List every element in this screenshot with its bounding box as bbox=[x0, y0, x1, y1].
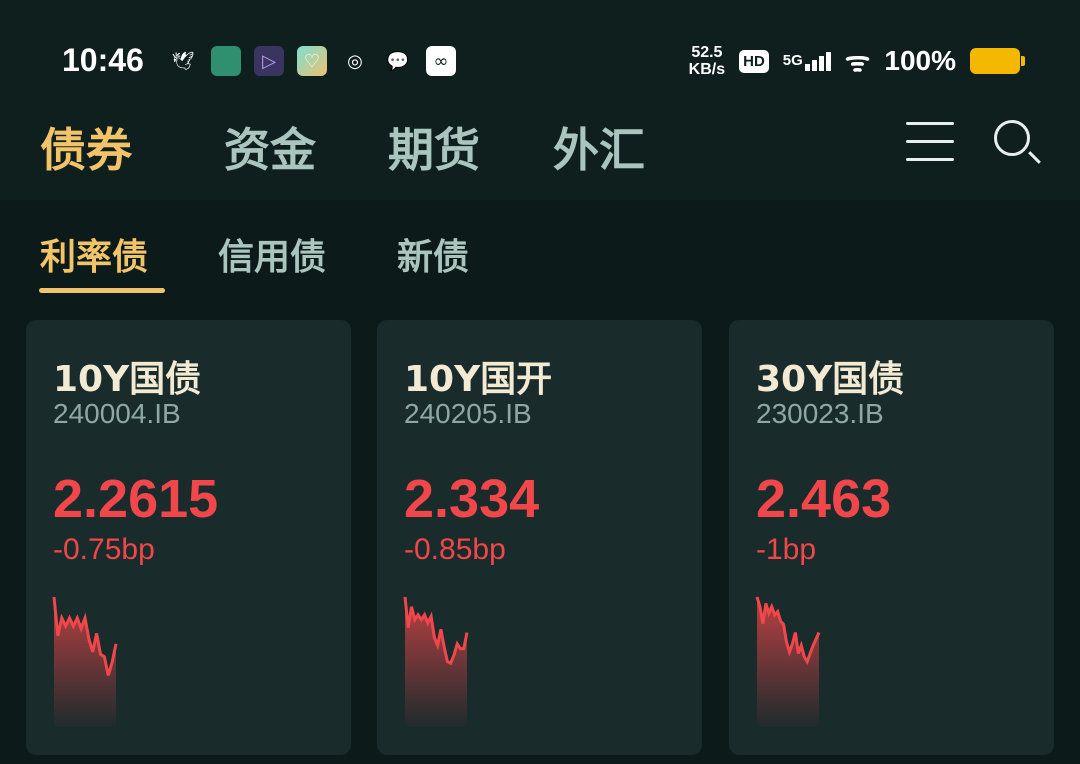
battery-icon bbox=[970, 48, 1025, 74]
heart-app-icon: ♡ bbox=[297, 46, 327, 76]
signal-icon: 5G bbox=[782, 51, 831, 71]
sparkline-line bbox=[52, 596, 118, 676]
bond-card[interactable]: 30Y国债 230023.IB 2.463 -1bp bbox=[729, 320, 1054, 755]
subtab-credit-bonds[interactable]: 信用债 bbox=[218, 237, 327, 278]
sparkline-area bbox=[405, 597, 467, 727]
wechat-icon: 💬 bbox=[386, 50, 410, 72]
bond-code: 240205.IB bbox=[404, 398, 532, 429]
sparkline-line bbox=[403, 596, 469, 666]
hd-icon: HD bbox=[739, 49, 769, 73]
bond-card[interactable]: 10Y国开 240205.IB 2.334 -0.85bp bbox=[377, 320, 702, 755]
bond-name: 10Y国开 bbox=[404, 359, 553, 400]
sparkline-chart bbox=[52, 596, 118, 727]
bond-card[interactable]: 10Y国债 240004.IB 2.2615 -0.75bp bbox=[26, 320, 351, 755]
tab-bonds[interactable]: 债券 bbox=[40, 123, 132, 177]
green-app-icon bbox=[211, 46, 241, 76]
bond-yield: 2.2615 bbox=[53, 469, 219, 529]
cloud-app-icon: ∞ bbox=[426, 46, 456, 76]
bond-change: -0.75bp bbox=[53, 533, 155, 566]
search-icon[interactable] bbox=[994, 120, 1030, 156]
subtab-rate-bonds[interactable]: 利率债 bbox=[40, 237, 149, 278]
bond-code: 240004.IB bbox=[53, 398, 181, 429]
wifi-icon: ᯤ bbox=[844, 46, 871, 77]
bond-yield: 2.463 bbox=[756, 469, 892, 529]
subtab-new-bonds[interactable]: 新债 bbox=[397, 237, 470, 278]
sparkline-area bbox=[757, 597, 819, 727]
active-subtab-indicator bbox=[39, 288, 165, 293]
sparkline-line bbox=[755, 596, 821, 666]
notification-icons: 🕊 ▷ ♡ ◎ 💬 ∞ bbox=[168, 46, 456, 76]
bond-name: 10Y国债 bbox=[53, 359, 202, 400]
bond-change: -1bp bbox=[756, 533, 817, 566]
sparkline-chart bbox=[755, 596, 821, 727]
bond-change: -0.85bp bbox=[404, 533, 506, 566]
network-speed: 52.5 KB/s bbox=[689, 44, 725, 78]
hamburger-menu-icon[interactable] bbox=[906, 122, 954, 176]
bird-notification-icon: 🕊 bbox=[171, 50, 195, 72]
sparkline-chart bbox=[403, 596, 469, 727]
top-nav: 债券 资金 期货 外汇 bbox=[0, 100, 1080, 200]
clock: 10:46 bbox=[62, 42, 144, 78]
status-bar: 10:46 🕊 ▷ ♡ ◎ 💬 ∞ 52.5 KB/s HD 5G ᯤ 100% bbox=[0, 0, 1080, 100]
bond-code: 230023.IB bbox=[756, 398, 884, 429]
tab-funds[interactable]: 资金 bbox=[224, 123, 316, 177]
battery-percent: 100% bbox=[884, 45, 956, 76]
speed-unit: KB/s bbox=[688, 61, 726, 78]
bond-yield: 2.334 bbox=[404, 469, 540, 529]
video-app-icon: ▷ bbox=[254, 46, 284, 76]
bond-name: 30Y国债 bbox=[756, 359, 905, 400]
sparkline-area bbox=[54, 597, 116, 727]
speed-value: 52.5 bbox=[691, 44, 723, 61]
weibo-icon: ◎ bbox=[347, 50, 363, 72]
network-type: 5G bbox=[782, 51, 803, 69]
tab-forex[interactable]: 外汇 bbox=[553, 123, 645, 177]
tab-futures[interactable]: 期货 bbox=[388, 123, 480, 177]
